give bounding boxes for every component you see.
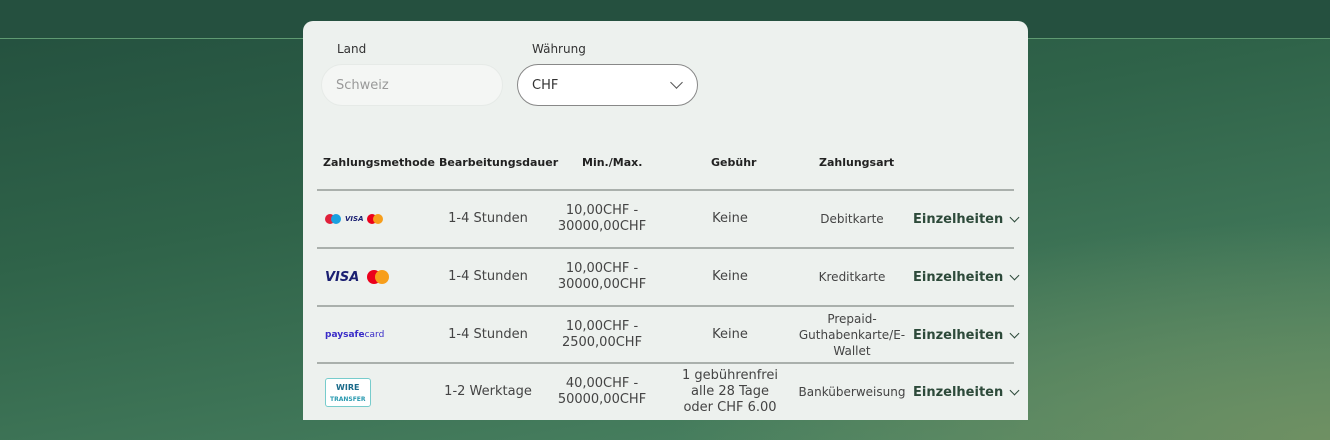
fee: Keine: [712, 211, 748, 226]
min-max: 10,00CHF - 30000,00CHF: [557, 261, 647, 292]
chevron-down-icon: [1009, 328, 1020, 338]
paysafecard-logo: paysafecard: [325, 330, 385, 340]
duration: 1-4 Stunden: [448, 211, 528, 226]
duration: 1-4 Stunden: [448, 327, 528, 342]
table-row: VISA 1-4 Stunden 10,00CHF - 30000,00CHF …: [317, 189, 1020, 247]
wire-transfer-logo: WIRE TRANSFER: [325, 364, 371, 420]
header-method: Zahlungsmethode: [323, 156, 435, 169]
payment-type: Kreditkarte: [818, 270, 886, 284]
details-toggle[interactable]: Einzelheiten: [913, 307, 1020, 363]
payment-methods-panel: Land Währung Schweiz CHF Zahlungsmethode…: [303, 21, 1028, 420]
header-duration: Bearbeitungsdauer: [439, 156, 559, 169]
maestro-visa-mastercard-logo: VISA: [325, 191, 384, 247]
min-max: 10,00CHF - 30000,00CHF: [557, 203, 647, 234]
min-max: 40,00CHF - 50000,00CHF: [557, 376, 647, 407]
details-label: Einzelheiten: [913, 327, 1004, 343]
country-field[interactable]: Schweiz: [321, 64, 503, 106]
table-row: paysafecard 1-4 Stunden 10,00CHF - 2500,…: [317, 305, 1020, 363]
chevron-down-icon: [1009, 270, 1020, 280]
duration: 1-4 Stunden: [448, 269, 528, 284]
chevron-down-icon: [670, 76, 683, 89]
chevron-down-icon: [1009, 385, 1020, 395]
payment-type: Debitkarte: [820, 212, 884, 226]
country-label: Land: [337, 42, 367, 56]
details-label: Einzelheiten: [913, 211, 1004, 227]
header-fee: Gebühr: [711, 156, 757, 169]
payment-type: Banküberweisung: [798, 385, 906, 399]
details-toggle[interactable]: Einzelheiten: [913, 249, 1020, 305]
country-value: Schweiz: [336, 77, 389, 93]
currency-select[interactable]: CHF: [517, 64, 698, 106]
header-type: Zahlungsart: [819, 156, 895, 169]
fee: Keine: [712, 269, 748, 284]
details-label: Einzelheiten: [913, 269, 1004, 285]
details-toggle[interactable]: Einzelheiten: [913, 364, 1020, 420]
currency-label: Währung: [532, 42, 586, 56]
details-toggle[interactable]: Einzelheiten: [913, 191, 1020, 247]
duration: 1-2 Werktage: [444, 384, 532, 399]
currency-value: CHF: [532, 77, 559, 93]
header-minmax: Min./Max.: [582, 156, 643, 169]
chevron-down-icon: [1009, 212, 1020, 222]
payment-type: Prepaid-Guthabenkarte/E-Wallet: [798, 312, 906, 358]
table-row: VISA 1-4 Stunden 10,00CHF - 30000,00CHF …: [317, 247, 1020, 305]
visa-mastercard-logo: VISA: [325, 249, 390, 305]
table-row: WIRE TRANSFER 1-2 Werktage 40,00CHF - 500…: [317, 362, 1020, 420]
details-label: Einzelheiten: [913, 384, 1004, 400]
fee: Keine: [712, 327, 748, 342]
min-max: 10,00CHF - 2500,00CHF: [561, 319, 643, 350]
fee: 1 gebührenfrei alle 28 Tage oder CHF 6.0…: [682, 368, 778, 415]
